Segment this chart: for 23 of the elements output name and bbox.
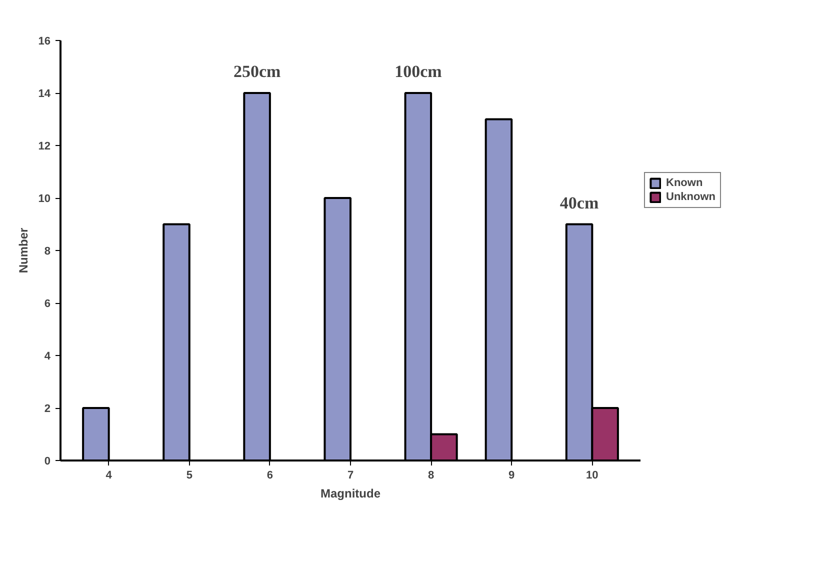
x-axis-title: Magnitude bbox=[320, 486, 381, 500]
x-tick-label: 5 bbox=[186, 470, 192, 482]
x-tick-label: 9 bbox=[508, 470, 515, 482]
y-tick-label: 2 bbox=[44, 403, 51, 415]
annotation: 250cm bbox=[233, 62, 281, 81]
y-tick-label: 0 bbox=[44, 456, 51, 468]
legend-label: Unknown bbox=[666, 191, 716, 203]
annotation: 40cm bbox=[560, 193, 599, 212]
x-tick-label: 7 bbox=[347, 470, 354, 482]
legend-label: Known bbox=[666, 177, 703, 189]
y-tick-label: 6 bbox=[44, 298, 51, 310]
y-tick-label: 10 bbox=[38, 193, 51, 205]
y-tick-label: 12 bbox=[38, 140, 51, 152]
y-tick-label: 8 bbox=[44, 246, 51, 258]
y-tick-label: 16 bbox=[38, 36, 51, 48]
x-tick-label: 4 bbox=[106, 470, 113, 482]
y-axis-title: Number bbox=[16, 228, 30, 274]
x-tick-label: 10 bbox=[586, 470, 598, 482]
x-tick-label: 6 bbox=[266, 470, 274, 482]
x-tick-label: 8 bbox=[428, 470, 434, 482]
y-tick-label: 14 bbox=[38, 88, 52, 100]
y-tick-label: 4 bbox=[44, 350, 52, 362]
annotation: 100cm bbox=[394, 62, 442, 81]
